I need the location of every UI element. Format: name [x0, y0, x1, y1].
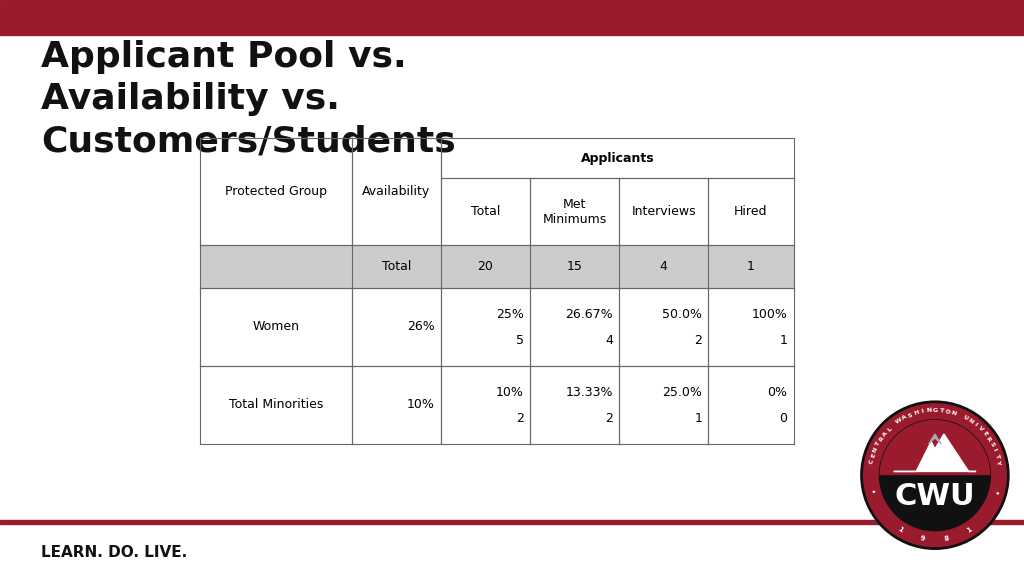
Text: Total: Total — [382, 260, 411, 273]
Text: 2: 2 — [694, 334, 702, 347]
Text: 5: 5 — [516, 334, 524, 347]
Text: 26.67%: 26.67% — [565, 308, 613, 321]
Text: Total: Total — [471, 205, 500, 218]
Text: 4: 4 — [605, 334, 613, 347]
Text: I: I — [991, 448, 997, 452]
Text: S: S — [907, 412, 913, 418]
Text: R: R — [985, 435, 992, 442]
Text: 1: 1 — [746, 260, 755, 273]
Text: R: R — [878, 435, 885, 442]
Bar — [352, 288, 441, 366]
Text: Met
Minimums: Met Minimums — [543, 198, 606, 226]
Text: U: U — [962, 415, 969, 421]
Text: 13.33%: 13.33% — [565, 386, 613, 399]
Text: E: E — [870, 453, 877, 458]
Text: Total Minorities: Total Minorities — [228, 398, 323, 411]
Bar — [709, 288, 794, 366]
Bar — [530, 178, 620, 245]
Text: Y: Y — [995, 459, 1001, 464]
Text: I: I — [973, 422, 978, 427]
Text: 10%: 10% — [407, 398, 435, 411]
Polygon shape — [894, 434, 976, 471]
Text: T: T — [874, 441, 882, 447]
Text: 1: 1 — [779, 334, 787, 347]
Text: 50.0%: 50.0% — [663, 308, 702, 321]
Text: 4: 4 — [659, 260, 668, 273]
Text: ™: ™ — [1001, 531, 1007, 536]
Bar — [352, 138, 441, 245]
Bar — [352, 366, 441, 444]
Text: 2: 2 — [516, 412, 524, 425]
Bar — [620, 288, 709, 366]
Bar — [200, 366, 352, 444]
Text: •: • — [994, 489, 1000, 495]
Text: G: G — [932, 408, 938, 413]
Text: E: E — [981, 430, 988, 437]
Text: Hired: Hired — [734, 205, 768, 218]
Text: Applicants: Applicants — [581, 151, 654, 165]
Text: 25%: 25% — [496, 308, 524, 321]
Bar — [530, 366, 620, 444]
Text: A: A — [882, 430, 889, 437]
Text: I: I — [921, 409, 924, 414]
Text: 0: 0 — [779, 412, 787, 425]
Circle shape — [879, 419, 991, 531]
Text: CWU: CWU — [895, 482, 975, 511]
Bar — [441, 178, 530, 245]
Bar — [441, 288, 530, 366]
Bar — [200, 138, 352, 245]
Text: 15: 15 — [566, 260, 583, 273]
Text: Applicant Pool vs.
Availability vs.
Customers/Students: Applicant Pool vs. Availability vs. Cust… — [41, 40, 456, 158]
Text: Availability: Availability — [362, 185, 430, 198]
Bar — [0, 520, 1024, 524]
Text: Women: Women — [252, 320, 299, 334]
Circle shape — [861, 402, 1009, 548]
Text: 2: 2 — [605, 412, 613, 425]
Bar — [441, 366, 530, 444]
Text: O: O — [944, 409, 950, 415]
Text: T: T — [939, 408, 943, 414]
Text: N: N — [926, 408, 932, 414]
Text: L: L — [887, 426, 893, 432]
Text: W: W — [895, 417, 903, 425]
Text: LEARN. DO. LIVE.: LEARN. DO. LIVE. — [41, 545, 187, 560]
Bar — [0, 0, 1024, 35]
Bar — [620, 366, 709, 444]
Text: A: A — [901, 415, 908, 421]
Text: N: N — [967, 418, 974, 425]
Text: 20: 20 — [477, 260, 494, 273]
Bar — [709, 178, 794, 245]
Text: V: V — [977, 426, 984, 433]
Text: Protected Group: Protected Group — [225, 185, 327, 198]
Text: 10%: 10% — [496, 386, 524, 399]
Text: Interviews: Interviews — [632, 205, 696, 218]
Text: S: S — [988, 441, 995, 448]
Bar — [709, 366, 794, 444]
Text: 1: 1 — [966, 526, 973, 534]
Text: •: • — [869, 489, 876, 495]
Bar — [200, 245, 794, 288]
Text: 9: 9 — [920, 536, 926, 542]
Text: 8: 8 — [944, 536, 950, 542]
Bar — [530, 288, 620, 366]
Polygon shape — [929, 434, 941, 444]
Text: H: H — [913, 410, 920, 416]
Text: 0%: 0% — [767, 386, 787, 399]
Bar — [441, 138, 794, 178]
Text: 1: 1 — [897, 526, 904, 534]
Text: 25.0%: 25.0% — [663, 386, 702, 399]
Bar — [620, 178, 709, 245]
Text: 1: 1 — [694, 412, 702, 425]
Wedge shape — [880, 420, 990, 475]
Text: 100%: 100% — [752, 308, 787, 321]
Text: T: T — [993, 453, 999, 458]
Text: N: N — [872, 446, 879, 453]
Text: N: N — [950, 410, 956, 416]
Bar — [200, 288, 352, 366]
Text: C: C — [868, 459, 874, 464]
Text: 26%: 26% — [408, 320, 435, 334]
